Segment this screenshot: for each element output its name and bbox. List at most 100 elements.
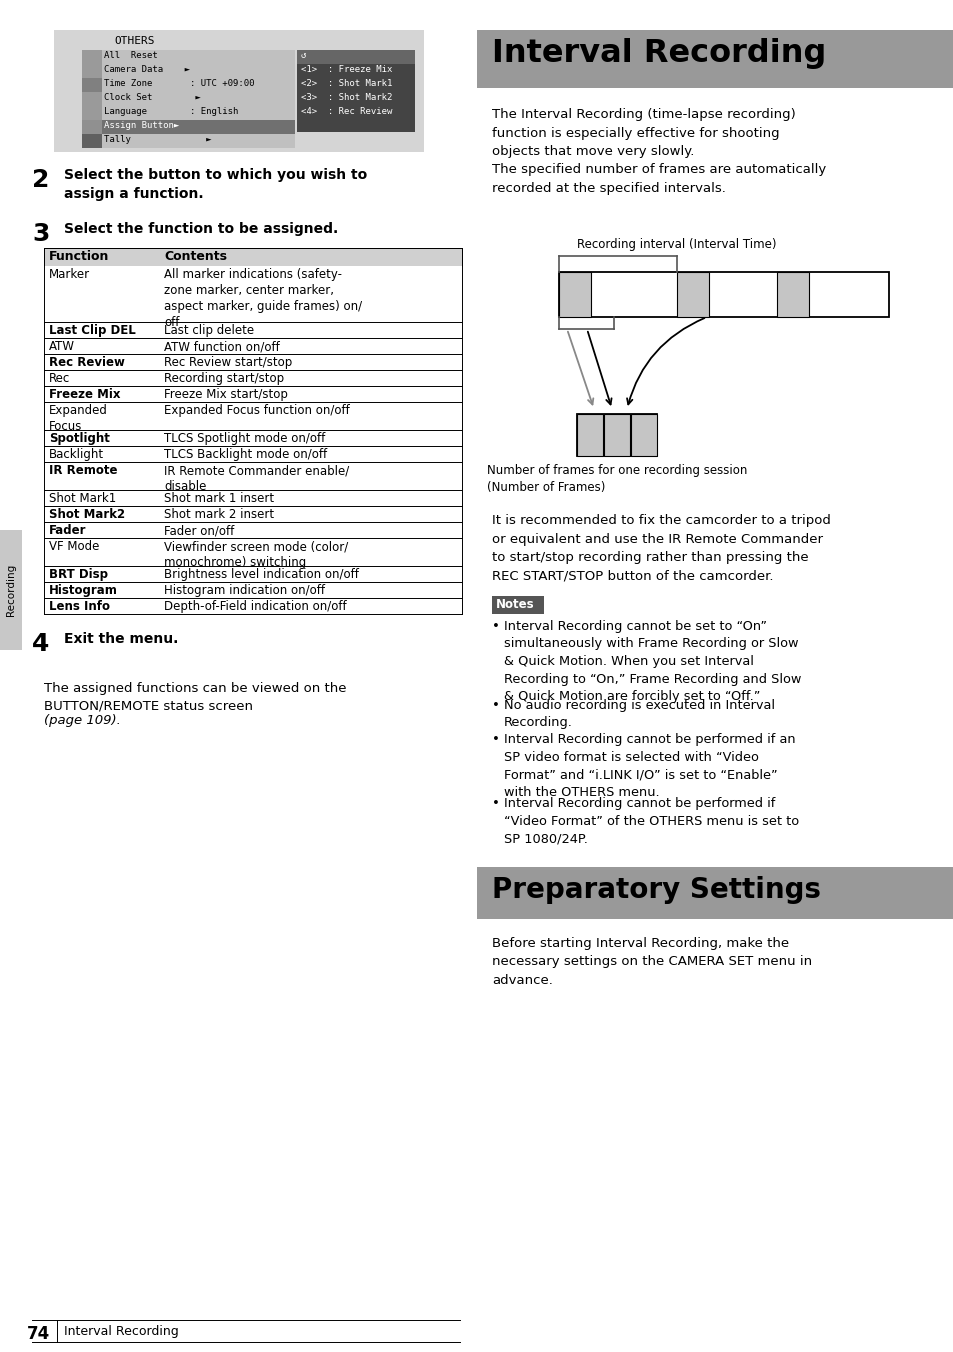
Text: Interval Recording cannot be performed if
“Video Format” of the OTHERS menu is s: Interval Recording cannot be performed i… <box>503 798 799 845</box>
Bar <box>44 322 461 338</box>
Bar <box>44 402 461 430</box>
Bar <box>82 105 102 120</box>
Text: Number of frames for one recording session
(Number of Frames): Number of frames for one recording sessi… <box>486 464 746 495</box>
Bar <box>44 538 461 566</box>
Text: •: • <box>492 734 499 746</box>
Text: Brightness level indication on/off: Brightness level indication on/off <box>164 568 358 581</box>
Text: <2>  : Shot Mark1: <2> : Shot Mark1 <box>301 78 392 88</box>
Text: Interval Recording: Interval Recording <box>492 38 825 69</box>
Text: The assigned functions can be viewed on the
BUTTON/REMOTE status screen: The assigned functions can be viewed on … <box>44 681 346 713</box>
Text: Clock Set        ►: Clock Set ► <box>104 93 200 101</box>
Text: <3>  : Shot Mark2: <3> : Shot Mark2 <box>301 93 392 101</box>
Text: Rec Review start/stop: Rec Review start/stop <box>164 356 292 369</box>
Bar <box>677 272 708 316</box>
Bar <box>44 566 461 581</box>
Text: TLCS Spotlight mode on/off: TLCS Spotlight mode on/off <box>164 433 325 445</box>
Text: Histogram indication on/off: Histogram indication on/off <box>164 584 325 598</box>
Text: Recording start/stop: Recording start/stop <box>164 372 284 385</box>
Text: Histogram: Histogram <box>49 584 118 598</box>
Text: Camera Data    ►: Camera Data ► <box>104 65 190 74</box>
Bar <box>44 506 461 522</box>
Text: (page 109).: (page 109). <box>44 714 121 727</box>
Bar <box>44 354 461 370</box>
Text: It is recommended to fix the camcorder to a tripod
or equivalent and use the IR : It is recommended to fix the camcorder t… <box>492 514 830 583</box>
Text: Exit the menu.: Exit the menu. <box>64 631 178 646</box>
Text: Fader on/off: Fader on/off <box>164 525 234 537</box>
Text: Preparatory Settings: Preparatory Settings <box>492 876 821 904</box>
Bar <box>82 120 294 134</box>
Text: Interval Recording: Interval Recording <box>64 1325 178 1338</box>
Text: All  Reset: All Reset <box>104 51 157 59</box>
Text: 4: 4 <box>32 631 50 656</box>
Text: Freeze Mix start/stop: Freeze Mix start/stop <box>164 388 288 402</box>
Bar <box>44 489 461 506</box>
Text: Interval Recording cannot be performed if an
SP video format is selected with “V: Interval Recording cannot be performed i… <box>503 734 795 799</box>
Text: No audio recording is executed in Interval
Recording.: No audio recording is executed in Interv… <box>503 699 774 729</box>
Bar <box>577 414 657 456</box>
Text: ATW function on/off: ATW function on/off <box>164 339 279 353</box>
Text: Marker: Marker <box>49 268 90 281</box>
Bar <box>44 370 461 387</box>
Text: The Interval Recording (time-lapse recording)
function is especially effective f: The Interval Recording (time-lapse recor… <box>492 108 825 195</box>
Text: <1>  : Freeze Mix: <1> : Freeze Mix <box>301 65 392 74</box>
Text: OTHERS: OTHERS <box>113 37 154 46</box>
Text: •: • <box>492 798 499 810</box>
Text: Expanded
Focus: Expanded Focus <box>49 404 108 433</box>
Text: Viewfinder screen mode (color/
monochrome) switching: Viewfinder screen mode (color/ monochrom… <box>164 539 348 569</box>
Bar <box>296 50 415 64</box>
Bar <box>0 530 22 650</box>
Text: Time Zone       : UTC +09:00: Time Zone : UTC +09:00 <box>104 78 254 88</box>
Text: Recording interval (Interval Time): Recording interval (Interval Time) <box>577 238 776 251</box>
Bar <box>776 272 808 316</box>
Text: •: • <box>492 699 499 711</box>
Text: Interval Recording cannot be set to “On”
simultaneously with Frame Recording or : Interval Recording cannot be set to “On”… <box>503 621 801 703</box>
Bar <box>44 581 461 598</box>
Text: Lens Info: Lens Info <box>49 600 110 612</box>
Text: Notes: Notes <box>496 598 534 611</box>
Bar <box>558 272 888 316</box>
Bar <box>44 598 461 614</box>
Text: Rec Review: Rec Review <box>49 356 125 369</box>
Text: 74: 74 <box>27 1325 51 1343</box>
Text: Shot Mark2: Shot Mark2 <box>49 508 125 521</box>
Text: All marker indications (safety-
zone marker, center marker,
aspect marker, guide: All marker indications (safety- zone mar… <box>164 268 362 329</box>
Text: Expanded Focus function on/off: Expanded Focus function on/off <box>164 404 350 416</box>
Text: Spotlight: Spotlight <box>49 433 110 445</box>
Bar <box>630 414 657 456</box>
Bar <box>577 414 602 456</box>
Text: 2: 2 <box>32 168 50 192</box>
Bar <box>44 522 461 538</box>
Text: Rec: Rec <box>49 372 71 385</box>
Text: Contents: Contents <box>164 250 227 264</box>
Bar <box>82 50 102 64</box>
Text: Recording: Recording <box>6 564 16 617</box>
Text: Shot Mark1: Shot Mark1 <box>49 492 116 506</box>
Text: TLCS Backlight mode on/off: TLCS Backlight mode on/off <box>164 448 327 461</box>
Text: Fader: Fader <box>49 525 87 537</box>
Bar <box>476 867 953 919</box>
Text: ATW: ATW <box>49 339 75 353</box>
Text: Language        : English: Language : English <box>104 107 238 116</box>
Text: IR Remote Commander enable/
disable: IR Remote Commander enable/ disable <box>164 464 349 493</box>
Bar <box>296 50 415 132</box>
Text: Tally              ►: Tally ► <box>104 135 212 145</box>
Bar <box>54 30 423 151</box>
Text: Last clip delete: Last clip delete <box>164 324 253 337</box>
Bar <box>44 338 461 354</box>
Text: IR Remote: IR Remote <box>49 464 117 477</box>
Bar <box>44 247 461 266</box>
Bar <box>44 430 461 446</box>
Bar <box>82 134 102 147</box>
Text: •: • <box>492 621 499 633</box>
Text: Assign Button►: Assign Button► <box>104 120 179 130</box>
Text: Select the function to be assigned.: Select the function to be assigned. <box>64 222 338 237</box>
Text: <4>  : Rec Review: <4> : Rec Review <box>301 107 392 116</box>
Text: Select the button to which you wish to
assign a function.: Select the button to which you wish to a… <box>64 168 367 201</box>
Bar <box>44 387 461 402</box>
Text: Depth-of-Field indication on/off: Depth-of-Field indication on/off <box>164 600 346 612</box>
Bar <box>558 272 590 316</box>
Text: Backlight: Backlight <box>49 448 104 461</box>
Bar <box>476 30 953 88</box>
Bar <box>82 78 102 92</box>
Bar <box>82 64 102 78</box>
